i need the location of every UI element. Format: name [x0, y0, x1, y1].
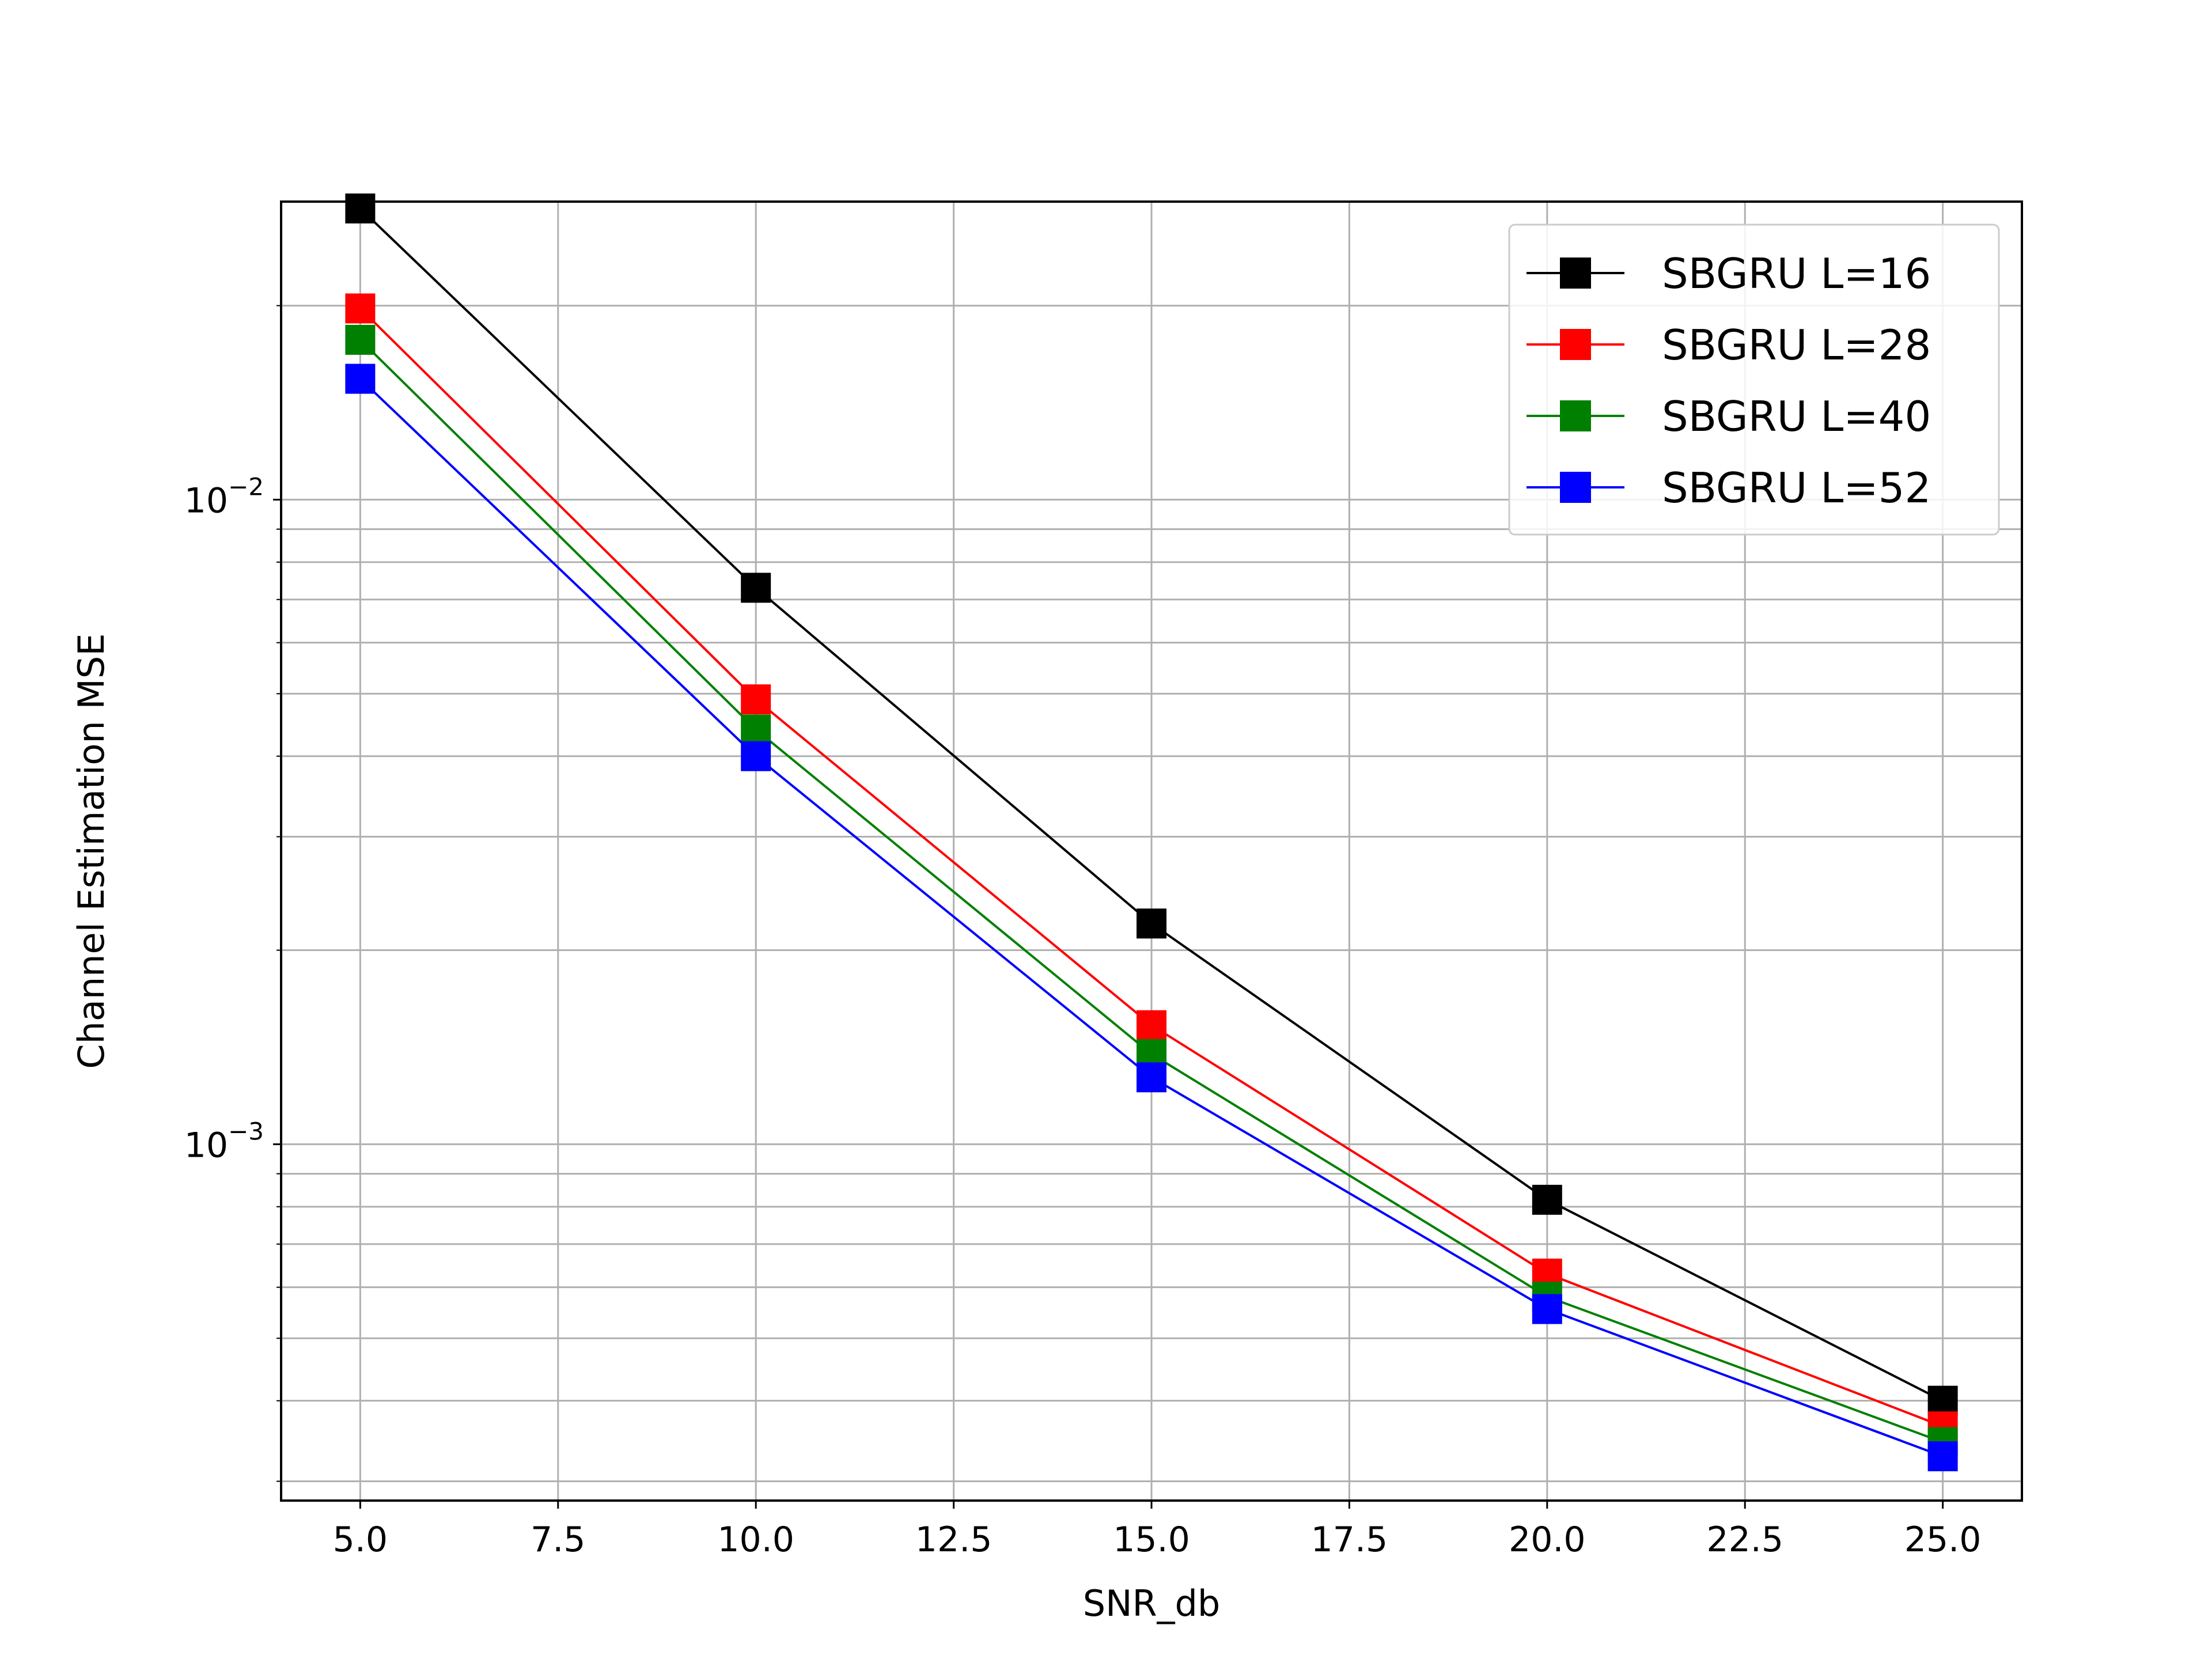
data-point	[345, 324, 376, 355]
legend-item: SBGRU L=52	[1527, 464, 1931, 512]
series-layer	[345, 193, 1958, 1472]
legend: SBGRU L=16 SBGRU L=28 SBGRU L=40 SBGRU L=52	[1508, 224, 2000, 536]
data-point	[345, 363, 376, 394]
data-point	[741, 741, 771, 771]
data-point	[1137, 908, 1166, 939]
data-point	[345, 293, 376, 324]
series	[345, 293, 1958, 1442]
x-tick-label: 5.0	[333, 1520, 388, 1560]
x-tick-label: 7.5	[531, 1520, 585, 1560]
x-tick-label: 22.5	[1706, 1520, 1783, 1560]
legend-marker	[1560, 400, 1591, 431]
legend-item: SBGRU L=28	[1527, 321, 1931, 369]
y-tick-label: 10−3	[184, 1117, 264, 1165]
x-tick-label: 25.0	[1904, 1520, 1982, 1560]
series	[345, 363, 1958, 1472]
data-point	[1137, 1010, 1166, 1040]
series	[345, 193, 1958, 1416]
x-axis-label: SNR_db	[1083, 1582, 1221, 1624]
data-point	[1927, 1441, 1958, 1472]
x-tick-label: 15.0	[1113, 1520, 1190, 1560]
legend-label: SBGRU L=40	[1662, 392, 1931, 441]
y-tick-label: 10−2	[184, 472, 264, 521]
data-point	[741, 573, 771, 603]
y-axis: 10−3 10−2	[184, 305, 281, 1482]
data-point	[1137, 1062, 1166, 1093]
x-axis: 5.0 7.5 10.0 12.5 15.0 17.5 20.0 22.5 25.0	[333, 1501, 1982, 1560]
legend-label: SBGRU L=52	[1662, 464, 1931, 512]
data-point	[1532, 1184, 1562, 1215]
legend-marker	[1560, 257, 1591, 289]
legend-marker	[1560, 329, 1591, 360]
data-point	[1927, 1385, 1958, 1416]
legend-label: SBGRU L=28	[1662, 321, 1931, 369]
x-tick-label: 17.5	[1311, 1520, 1388, 1560]
data-point	[345, 193, 376, 224]
legend-item: SBGRU L=40	[1527, 392, 1931, 441]
y-axis-label: Channel Estimation MSE	[70, 633, 112, 1069]
data-point	[1532, 1294, 1562, 1324]
x-tick-label: 12.5	[915, 1520, 993, 1560]
x-tick-label: 20.0	[1509, 1520, 1586, 1560]
legend-label: SBGRU L=16	[1662, 249, 1931, 298]
x-tick-label: 10.0	[717, 1520, 794, 1560]
legend-box	[1508, 224, 2000, 536]
legend-item: SBGRU L=16	[1527, 249, 1931, 298]
legend-marker	[1560, 472, 1591, 503]
data-point	[741, 714, 771, 745]
data-point	[741, 684, 771, 715]
